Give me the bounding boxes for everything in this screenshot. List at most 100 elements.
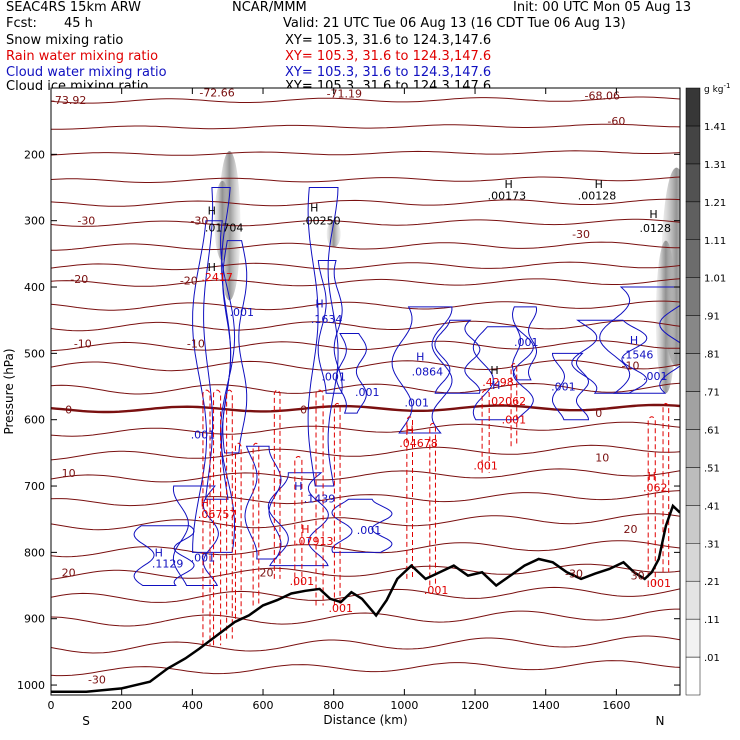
temperature-contour: [51, 563, 680, 580]
maximum-marker-h: H: [630, 334, 638, 347]
cloud-water-max-label: .0864: [412, 365, 444, 378]
colorbar-swatch: [685, 125, 701, 165]
x-tick-label: 1600: [602, 699, 630, 712]
temperature-label: 10: [62, 467, 76, 480]
rain-max-label: .06757: [198, 508, 237, 521]
y-tick-label: 400: [24, 281, 45, 294]
temperature-contour: [51, 198, 680, 207]
temperature-label: -73.92: [51, 94, 86, 107]
snow-max-label: .01704: [205, 221, 244, 234]
fcst-label: Fcst:: [6, 16, 37, 31]
cloud-water-contour-label: .001: [321, 371, 346, 384]
colorbar-label: .81: [704, 350, 720, 361]
maximum-marker-h: H: [155, 546, 163, 559]
rain-water-contour: [315, 389, 324, 606]
cloud-water-contour: [511, 306, 537, 381]
cloud-water-contour: [244, 445, 282, 560]
temperature-label: 20: [260, 566, 274, 579]
temperature-label: 20: [624, 523, 638, 536]
x-tick-label: 400: [182, 699, 203, 712]
cloud-water-contour: [267, 472, 329, 567]
x-axis-label: Distance (km): [323, 713, 407, 727]
fcst-value: 45 h: [64, 16, 93, 31]
x-tick-label: 0: [48, 699, 55, 712]
temperature-contour: [51, 468, 680, 483]
rain-max-label: .07913: [295, 535, 334, 548]
y-tick-label: 200: [24, 148, 45, 161]
temperature-label: -60: [607, 115, 625, 128]
temperature-label: 10: [595, 452, 609, 465]
temperature-label: -30: [572, 228, 590, 241]
rain-contour-label: .001: [647, 577, 672, 590]
model-title: SEAC4RS 15km ARW: [6, 0, 142, 15]
colorbar-label: .11: [704, 615, 720, 626]
cloud-water-max-label: .1129: [152, 558, 184, 571]
temperature-contour: [51, 513, 680, 531]
valid-label: Valid: 21 UTC Tue 06 Aug 13 (16 CDT Tue …: [283, 16, 626, 31]
cloud-water-max-label: .1634: [311, 313, 343, 326]
colorbar-label: 1.21: [704, 198, 726, 209]
cloud-water-contour-label: .001: [643, 370, 668, 383]
snow-max-label: .00128: [578, 189, 617, 202]
cloud-water-contour-label: .001: [551, 381, 576, 394]
colorbar-swatch: [685, 467, 701, 506]
temperature-contour: [51, 490, 680, 507]
cloud-water-max-label: .1439: [304, 493, 336, 506]
x-tick-label: 1000: [390, 699, 418, 712]
colorbar-label: .41: [704, 501, 720, 512]
colorbar-swatch: [685, 429, 701, 468]
temperature-label: -20: [180, 274, 198, 287]
rain-max-label: .02062: [488, 395, 527, 408]
rain-water-contour: [226, 389, 233, 639]
rain-contour-label: .001: [424, 584, 449, 597]
rain-water-contour: [213, 389, 222, 646]
field-name-rain: Rain water mixing ratio: [6, 49, 159, 64]
plot-frame: [50, 87, 681, 696]
snow-max-label: .00173: [488, 189, 527, 202]
rain-contour-label: .001: [329, 602, 354, 615]
maximum-marker-h: H: [315, 298, 323, 311]
temperature-contour: [51, 444, 680, 461]
maximum-marker-h: H: [648, 470, 656, 483]
temperature-label: -72.66: [199, 87, 234, 100]
temperature-contour: [51, 382, 680, 395]
rain-contour-label: .001: [502, 414, 527, 427]
temperature-label: -30: [88, 674, 106, 687]
temperature-label: -30: [190, 215, 208, 228]
colorbar-swatch: [685, 87, 701, 127]
cloud-water-contour: [434, 319, 481, 394]
colorbar-label: 1.11: [704, 236, 726, 247]
temperature-contour: [51, 123, 680, 130]
temperature-contour: [51, 261, 680, 271]
temperature-contour: [51, 176, 680, 183]
field-name-snow: Snow mixing ratio: [6, 33, 124, 48]
temperature-label: -10: [187, 337, 205, 350]
maximum-marker-h: H: [294, 480, 302, 493]
cloud-water-contour: [222, 240, 248, 454]
maximum-marker-h: H: [406, 424, 414, 437]
temperature-label: -30: [77, 215, 95, 228]
field-xy-cloud-water: XY= 105.3, 31.6 to 124.3,147.6: [285, 65, 492, 80]
rain-contour-label: .001: [473, 459, 498, 472]
y-tick-label: 600: [24, 414, 45, 427]
colorbar-label: 1.41: [704, 122, 726, 133]
temperature-contour: [51, 340, 680, 352]
rain-water-contour: [647, 416, 656, 586]
rain-water-contour: [252, 442, 260, 606]
cloud-water-contour: [133, 525, 195, 586]
y-tick-label: 900: [24, 613, 45, 626]
colorbar-swatch: [685, 277, 701, 316]
colorbar-swatch: [685, 656, 701, 696]
colorbar-swatch: [685, 315, 701, 354]
cloud-water-contour-label: .001: [357, 524, 382, 537]
rain-water-contour: [234, 442, 242, 619]
cloud-water-contour: [599, 286, 680, 394]
x-tick-label: 200: [111, 699, 132, 712]
rain-water-contour: [273, 389, 281, 579]
colorbar-label: 1.01: [704, 274, 726, 285]
north-end-label: N: [656, 714, 665, 728]
maximum-marker-h: H: [201, 497, 209, 510]
temperature-contour: [51, 218, 680, 227]
cloud-water-contour-label: .001: [404, 396, 429, 409]
